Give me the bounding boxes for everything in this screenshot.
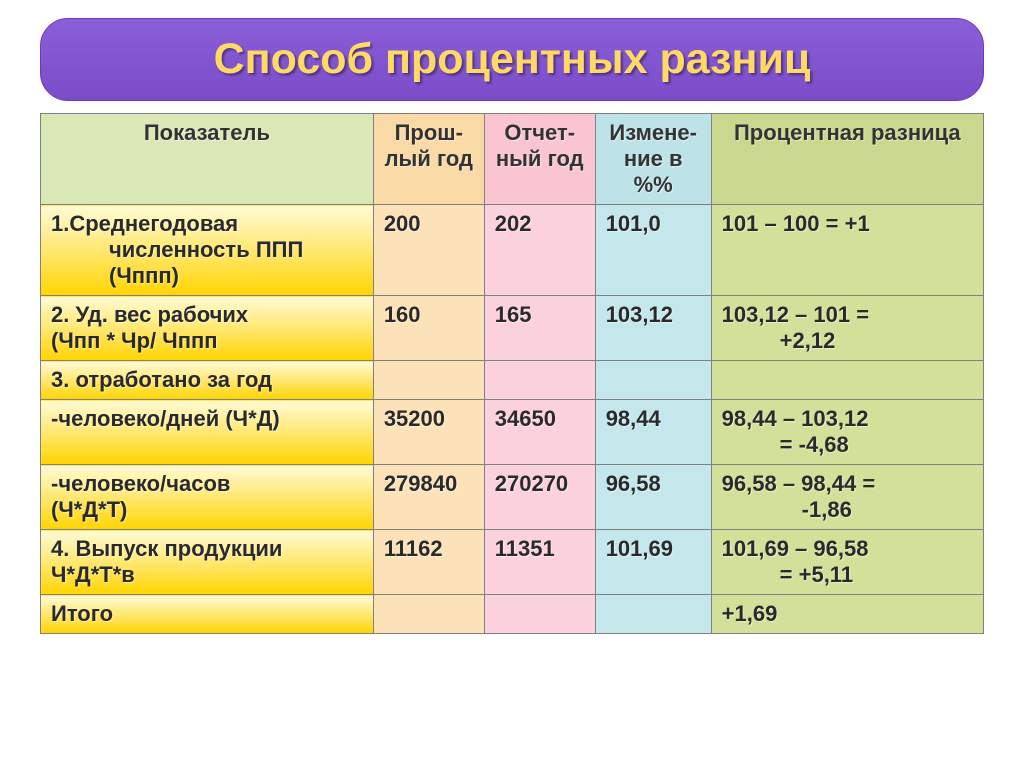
cell-prev: 35200 [373,400,484,465]
cell-indicator: -человеко/часов (Ч*Д*Т) [41,465,374,530]
cell-report [484,595,595,634]
header-pct-diff: Процентная разница [711,114,983,205]
text-line: = +5,11 [722,562,973,588]
cell-indicator: 1.Среднегодовая численность ППП (Чппп) [41,205,374,296]
page-title: Способ процентных разниц [81,35,943,84]
cell-report: 34650 [484,400,595,465]
text-line: Ч*Д*Т*в [51,562,135,587]
cell-change [595,361,711,400]
text-line: 98,44 – 103,12 [722,406,869,431]
text-line: -человеко/часов [51,471,230,496]
text-line: +2,12 [722,328,973,354]
header-row: Показатель Прош-лый год Отчет-ный год Из… [41,114,984,205]
data-table: Показатель Прош-лый год Отчет-ный год Из… [40,113,984,634]
text-line: 2. Уд. вес рабочих [51,302,248,327]
header-report-year: Отчет-ный год [484,114,595,205]
cell-report: 165 [484,296,595,361]
text-line: -1,86 [722,497,973,523]
table-row: Итого +1,69 [41,595,984,634]
cell-diff: 96,58 – 98,44 = -1,86 [711,465,983,530]
cell-change: 96,58 [595,465,711,530]
cell-prev [373,595,484,634]
cell-indicator: 2. Уд. вес рабочих (Чпп * Чр/ Чппп [41,296,374,361]
header-indicator: Показатель [41,114,374,205]
table-row: 4. Выпуск продукции Ч*Д*Т*в 11162 11351 … [41,530,984,595]
cell-prev [373,361,484,400]
cell-indicator: 3. отработано за год [41,361,374,400]
text-line: = -4,68 [722,432,973,458]
cell-report: 202 [484,205,595,296]
cell-change: 101,0 [595,205,711,296]
cell-diff: 98,44 – 103,12 = -4,68 [711,400,983,465]
text-line: 101,69 – 96,58 [722,536,869,561]
text-line: (Ч*Д*Т) [51,497,127,522]
cell-indicator: 4. Выпуск продукции Ч*Д*Т*в [41,530,374,595]
cell-diff [711,361,983,400]
table-row: -человеко/дней (Ч*Д) 35200 34650 98,44 9… [41,400,984,465]
text-line: 4. Выпуск продукции [51,536,282,561]
table-row: 3. отработано за год [41,361,984,400]
cell-diff: 101,69 – 96,58 = +5,11 [711,530,983,595]
cell-change [595,595,711,634]
text-line: 96,58 – 98,44 = [722,471,876,496]
cell-prev: 200 [373,205,484,296]
table-row: -человеко/часов (Ч*Д*Т) 279840 270270 96… [41,465,984,530]
text-line: 103,12 – 101 = [722,302,869,327]
cell-indicator: Итого [41,595,374,634]
cell-report [484,361,595,400]
cell-change: 101,69 [595,530,711,595]
table-row: 1.Среднегодовая численность ППП (Чппп) 2… [41,205,984,296]
header-change: Измене-ние в %% [595,114,711,205]
cell-prev: 11162 [373,530,484,595]
cell-indicator: -человеко/дней (Ч*Д) [41,400,374,465]
cell-report: 11351 [484,530,595,595]
cell-prev: 279840 [373,465,484,530]
text-line: (Чпп * Чр/ Чппп [51,328,218,353]
cell-report: 270270 [484,465,595,530]
cell-prev: 160 [373,296,484,361]
cell-change: 98,44 [595,400,711,465]
cell-diff: 101 – 100 = +1 [711,205,983,296]
title-banner: Способ процентных разниц [40,18,984,101]
cell-diff: +1,69 [711,595,983,634]
cell-change: 103,12 [595,296,711,361]
header-prev-year: Прош-лый год [373,114,484,205]
cell-diff: 103,12 – 101 = +2,12 [711,296,983,361]
table-row: 2. Уд. вес рабочих (Чпп * Чр/ Чппп 160 1… [41,296,984,361]
text-line: 1.Среднегодовая [51,211,238,236]
text-line: численность ППП (Чппп) [51,237,363,289]
